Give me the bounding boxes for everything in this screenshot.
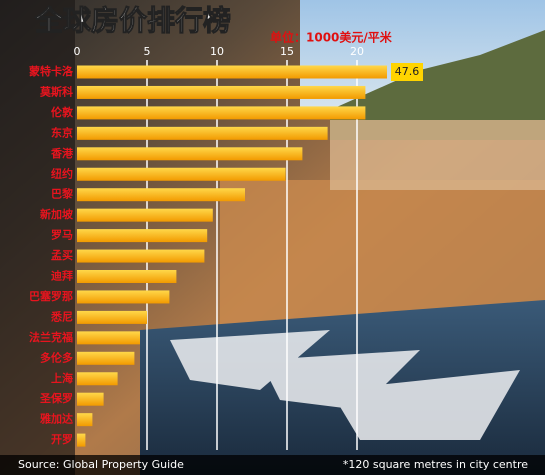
y-tick-label: 莫斯科 — [39, 84, 73, 98]
bar — [77, 126, 328, 140]
x-tick-label: 5 — [144, 45, 151, 58]
y-tick-label: 新加坡 — [40, 207, 74, 221]
bar — [77, 310, 147, 324]
y-tick-label: 伦敦 — [51, 105, 74, 119]
bar — [77, 229, 208, 243]
y-tick-label: 法兰克福 — [29, 330, 73, 344]
y-tick-label: 东京 — [51, 125, 73, 139]
chart-title: 全球房价排行榜 — [34, 4, 231, 37]
bar — [77, 433, 86, 447]
y-tick-label: 纽约 — [51, 166, 73, 180]
bar — [77, 188, 245, 202]
y-tick-label: 香港 — [50, 146, 74, 160]
x-tick-label: 10 — [210, 45, 224, 58]
value-label-box — [391, 63, 423, 81]
y-tick-label: 雅加达 — [40, 412, 73, 426]
bar — [77, 392, 104, 406]
y-tick-label: 开罗 — [51, 433, 73, 446]
x-tick-label: 20 — [350, 45, 364, 58]
y-tick-label: 罗马 — [51, 229, 73, 242]
note: *120 square metres in city centre — [343, 458, 528, 471]
bar — [77, 270, 177, 283]
bar — [77, 290, 170, 304]
y-tick-label: 巴黎 — [51, 187, 74, 201]
source: Source: Global Property Guide — [18, 458, 184, 471]
value-label: 47.6 — [395, 65, 420, 78]
bar — [77, 413, 93, 427]
bar — [77, 147, 303, 161]
y-tick-label: 孟买 — [51, 248, 73, 262]
bar — [77, 106, 366, 120]
y-tick-label: 多伦多 — [40, 350, 73, 364]
bar — [77, 249, 205, 263]
bar — [77, 85, 366, 99]
bar — [77, 65, 387, 79]
x-tick-label: 0 — [74, 45, 81, 58]
x-tick-label: 15 — [280, 45, 294, 58]
y-tick-label: 圣保罗 — [39, 391, 73, 405]
bar — [77, 372, 118, 386]
chart-subtitle: 单位：1000美元/平米 — [270, 30, 393, 45]
bar — [77, 351, 135, 365]
y-tick-label: 蒙特卡洛 — [29, 64, 74, 78]
bar — [77, 331, 140, 345]
y-tick-label: 巴塞罗那 — [29, 289, 73, 303]
y-tick-label: 悉尼 — [50, 309, 73, 323]
y-tick-label: 迪拜 — [51, 269, 73, 283]
bar — [77, 208, 213, 222]
bars — [77, 65, 387, 447]
y-tick-label: 上海 — [51, 371, 73, 385]
bar — [77, 167, 286, 181]
